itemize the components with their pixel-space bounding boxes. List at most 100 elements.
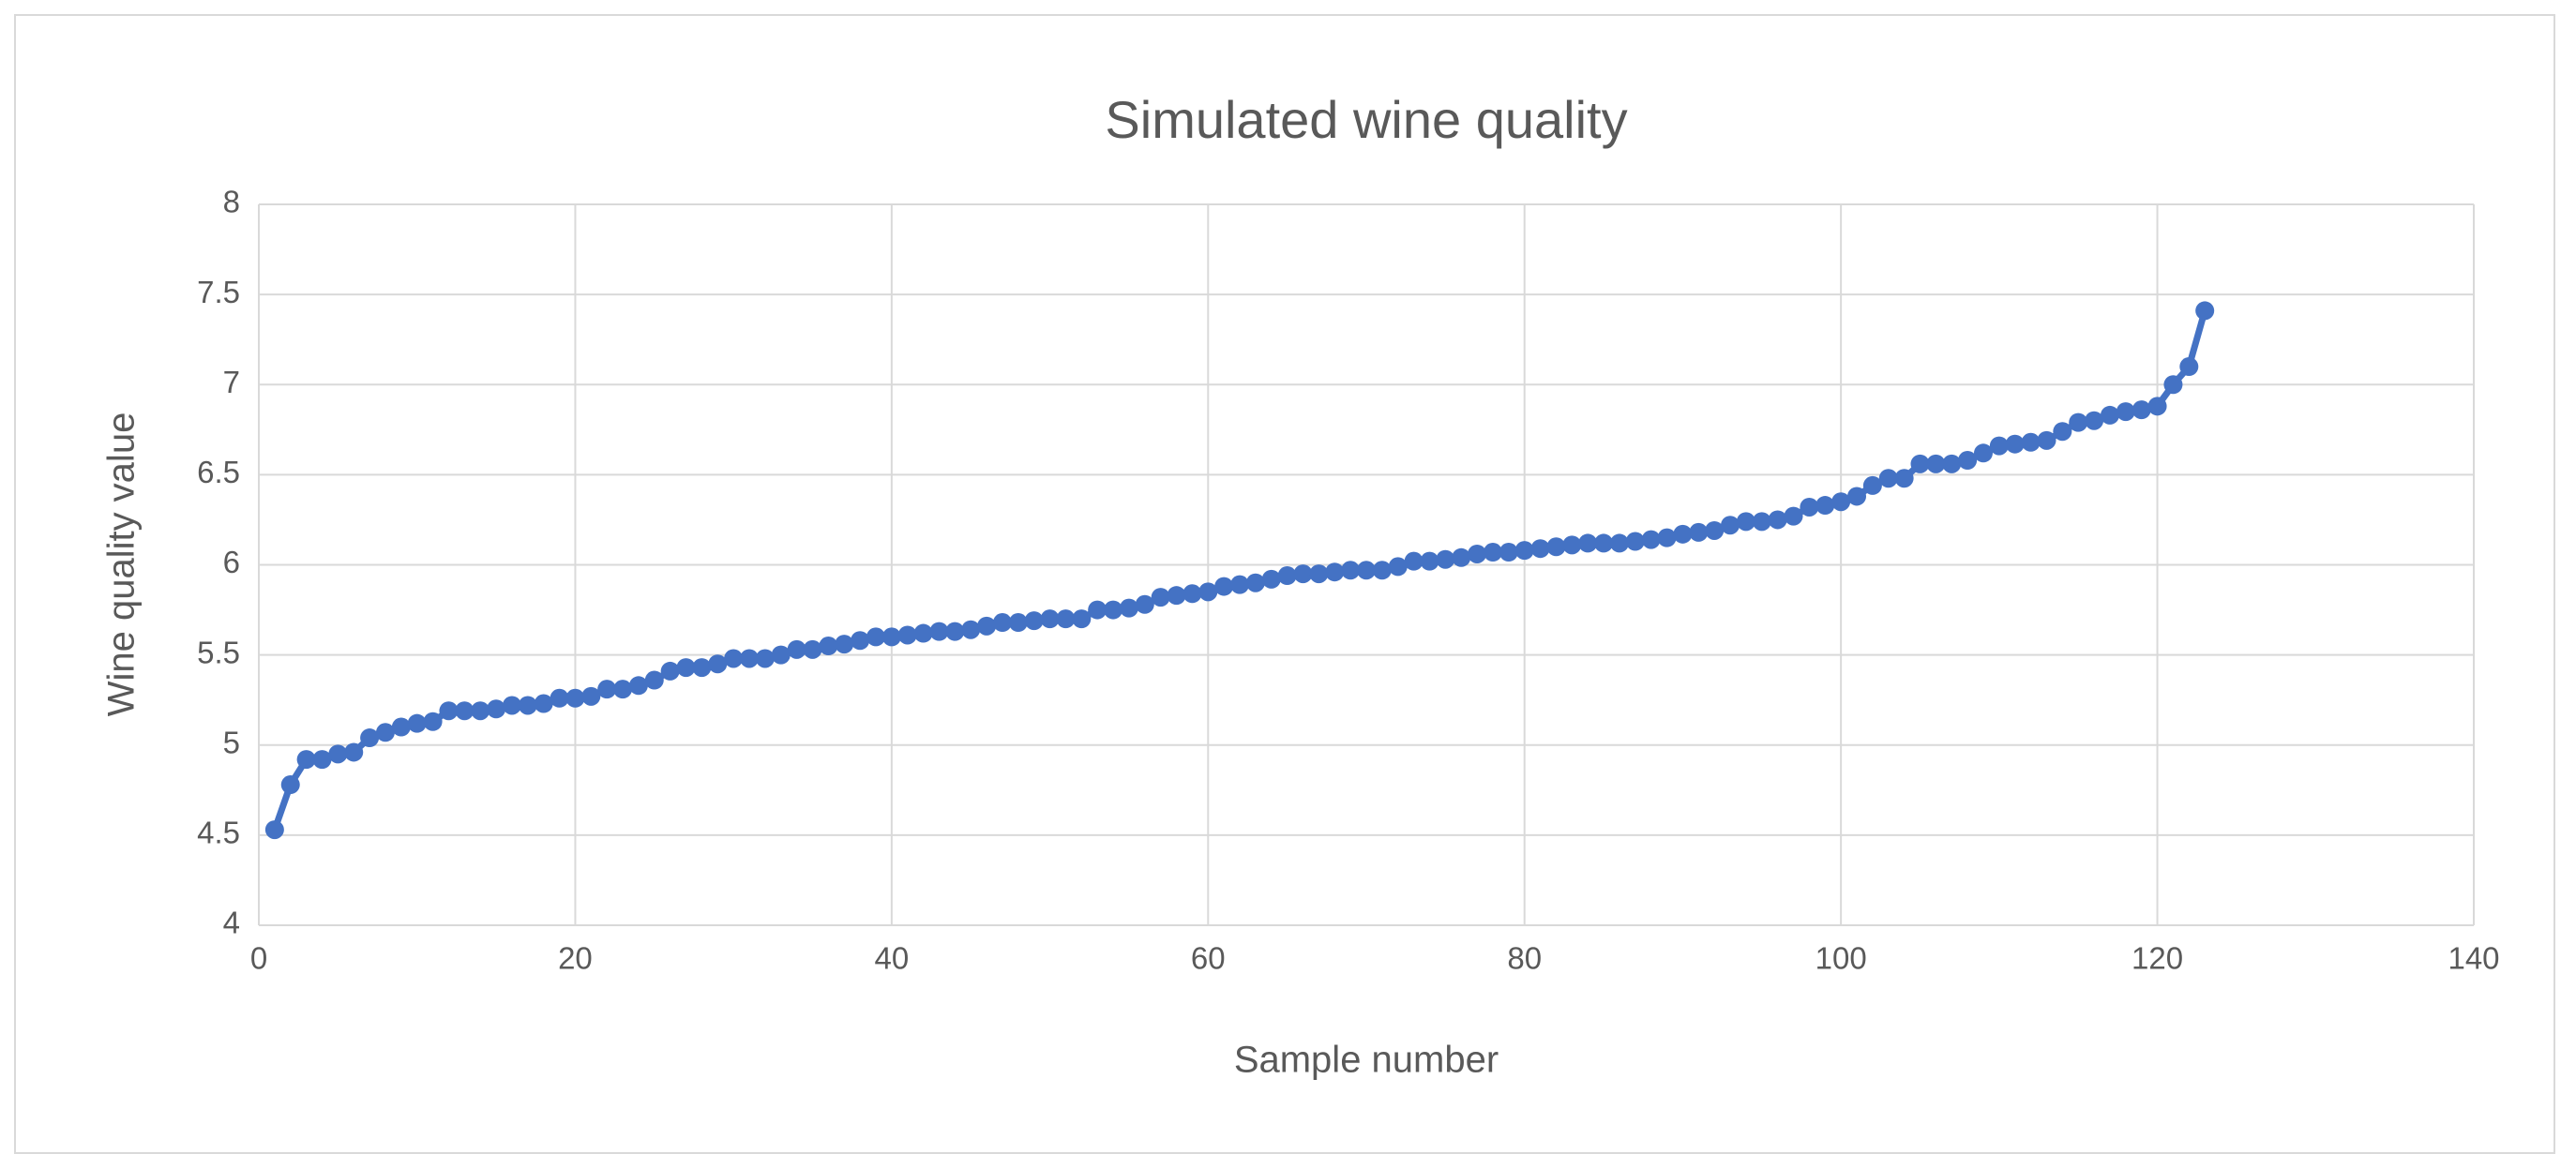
data-point: [1752, 512, 1771, 532]
x-tick-label: 80: [1507, 941, 1542, 976]
data-point: [2037, 430, 2056, 450]
data-point: [1325, 562, 1345, 582]
data-point: [328, 744, 348, 764]
data-point: [1609, 533, 1629, 553]
data-point: [1499, 543, 1518, 562]
data-point: [1800, 497, 1819, 517]
data-point: [312, 750, 332, 770]
data-point: [1578, 533, 1598, 553]
data-point: [1183, 584, 1202, 604]
data-point: [280, 775, 300, 795]
data-point: [2116, 402, 2135, 422]
data-point: [1894, 469, 1914, 488]
data-point: [1657, 528, 1677, 547]
data-point: [1230, 575, 1250, 594]
data-point: [913, 623, 933, 643]
y-tick-label: 4: [223, 906, 240, 940]
data-point: [1546, 537, 1566, 557]
data-point: [581, 686, 601, 706]
data-point: [1562, 535, 1582, 555]
data-point: [597, 680, 617, 699]
data-point: [1261, 569, 1281, 589]
data-point: [1530, 539, 1550, 559]
data-point: [787, 639, 806, 659]
data-point: [1151, 588, 1170, 607]
data-point: [2195, 301, 2215, 321]
data-point: [1135, 594, 1154, 614]
data-point: [1973, 443, 1993, 463]
data-point: [1815, 496, 1835, 516]
data-point: [1214, 577, 1234, 596]
data-point: [1088, 600, 1107, 620]
y-tick-label: 8: [223, 185, 240, 219]
data-point: [1468, 544, 1487, 563]
data-point: [2053, 422, 2072, 442]
data-point: [724, 649, 744, 668]
data-point: [835, 635, 854, 654]
data-point: [1404, 551, 1424, 571]
x-tick-label: 120: [2132, 941, 2183, 976]
data-point: [1119, 598, 1138, 618]
data-point: [1056, 609, 1076, 629]
data-point: [1594, 533, 1614, 553]
data-point: [375, 723, 395, 742]
data-point: [1040, 609, 1060, 629]
data-point: [2100, 405, 2119, 425]
data-point: [2132, 400, 2151, 420]
chart-title: Simulated wine quality: [1105, 90, 1627, 149]
data-point: [1104, 600, 1123, 620]
data-point: [1910, 454, 1930, 473]
data-point: [360, 728, 380, 748]
data-point: [1167, 586, 1186, 606]
x-tick-label: 60: [1191, 941, 1226, 976]
data-point: [644, 670, 664, 690]
x-tick-label: 0: [250, 941, 267, 976]
data-point: [1277, 566, 1297, 586]
data-point: [1942, 454, 1962, 473]
data-point: [391, 717, 411, 737]
data-point: [1436, 549, 1455, 569]
data-point: [264, 820, 284, 840]
data-point: [771, 645, 791, 665]
data-point: [866, 627, 885, 647]
data-point: [676, 658, 696, 678]
y-tick-label: 6.5: [197, 455, 240, 489]
data-point: [1357, 561, 1376, 580]
data-point: [565, 688, 585, 708]
data-point: [1198, 582, 1218, 602]
data-point: [692, 658, 712, 678]
data-point: [1452, 547, 1471, 567]
y-tick-label: 4.5: [197, 816, 240, 850]
data-point: [881, 627, 901, 647]
data-point: [2069, 412, 2088, 432]
data-point: [1483, 543, 1502, 562]
data-point: [628, 676, 648, 696]
data-point: [1689, 522, 1709, 542]
data-point: [1420, 551, 1439, 571]
data-point: [1926, 454, 1946, 473]
x-axis-label: Sample number: [1234, 1040, 1499, 1081]
data-point: [487, 699, 506, 719]
data-point: [1721, 516, 1740, 535]
data-point: [1293, 564, 1313, 584]
data-point: [1341, 561, 1361, 580]
x-tick-label: 140: [2448, 941, 2499, 976]
data-point: [1673, 524, 1693, 544]
data-point: [1309, 564, 1329, 584]
data-point: [1372, 561, 1392, 580]
data-point: [1625, 532, 1645, 551]
y-tick-label: 7: [223, 365, 240, 399]
data-point: [455, 701, 475, 721]
data-point: [344, 742, 364, 762]
data-point: [2021, 432, 2041, 452]
data-point: [803, 639, 822, 659]
data-point: [423, 712, 443, 731]
data-point: [502, 696, 521, 715]
data-point: [534, 694, 553, 713]
data-point: [819, 637, 838, 656]
data-point: [977, 616, 997, 636]
x-tick-label: 100: [1815, 941, 1867, 976]
data-point: [992, 613, 1012, 633]
data-point: [929, 622, 949, 641]
data-point: [961, 620, 981, 639]
